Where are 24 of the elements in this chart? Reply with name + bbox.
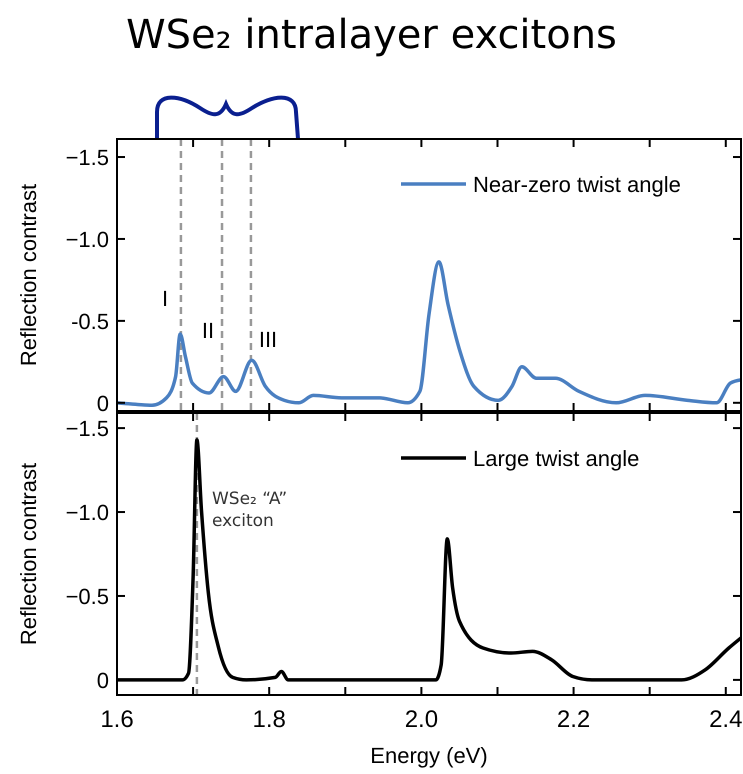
- y-tick-label: −0.5: [66, 584, 109, 609]
- chart-title: WSe₂ intralayer excitons: [126, 12, 617, 58]
- legend-label: Near-zero twist angle: [473, 172, 681, 197]
- y-axis-title: Reflection contrast: [16, 184, 41, 366]
- annotation: II: [202, 318, 214, 343]
- annotation: WSe₂ “A” exciton: [212, 489, 288, 531]
- y-tick-label: -0.5: [71, 308, 109, 334]
- annotation: I: [162, 286, 168, 311]
- y-tick-label: −1.0: [66, 226, 109, 252]
- y-tick-label: −1.5: [66, 416, 109, 442]
- y-tick-label: −1.0: [66, 500, 109, 526]
- x-axis-title: Energy (eV): [370, 743, 488, 768]
- y-axis-title: Reflection contrast: [16, 462, 41, 646]
- line-series: [117, 260, 741, 408]
- x-tick-label: 2.4: [709, 706, 742, 733]
- x-tick-label: 1.8: [252, 706, 286, 733]
- y-tick-label: −1.5: [66, 145, 109, 170]
- x-tick-label: 2.0: [404, 706, 438, 733]
- y-tick-label: 0: [96, 390, 109, 416]
- x-tick-label: 2.2: [556, 706, 590, 733]
- legend-label: Large twist angle: [473, 446, 640, 471]
- x-tick-label: 1.6: [100, 706, 134, 733]
- annotation: III: [258, 327, 278, 352]
- y-tick-label: 0: [96, 668, 109, 693]
